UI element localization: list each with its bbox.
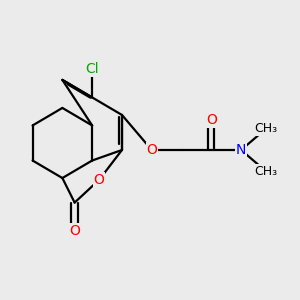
Text: Cl: Cl	[85, 62, 99, 76]
Text: CH₃: CH₃	[254, 122, 277, 136]
Text: O: O	[69, 224, 80, 238]
Text: O: O	[206, 113, 217, 127]
Text: CH₃: CH₃	[254, 164, 277, 178]
Text: O: O	[146, 143, 157, 157]
Text: N: N	[236, 143, 246, 157]
Text: O: O	[94, 173, 105, 187]
